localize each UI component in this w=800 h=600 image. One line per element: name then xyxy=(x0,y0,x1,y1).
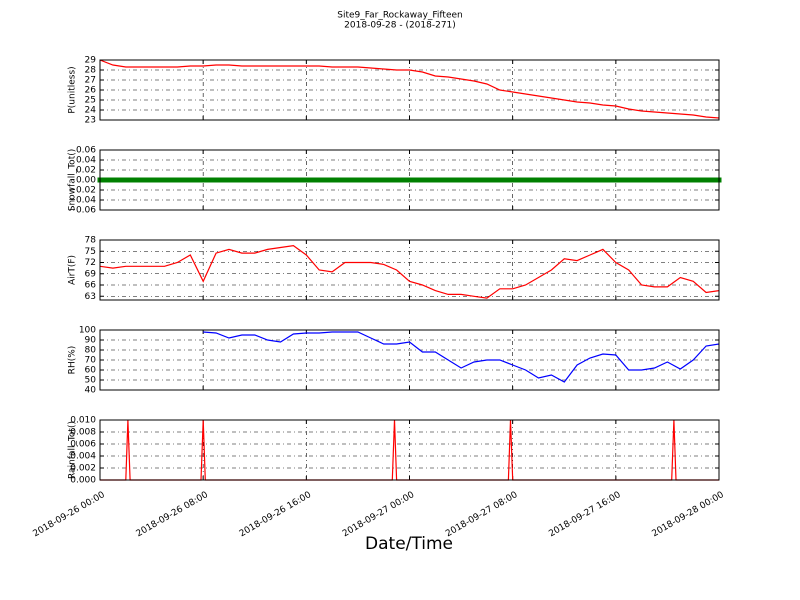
data-point xyxy=(652,177,666,183)
y-tick-label: −0.06 xyxy=(68,206,96,216)
y-tick-label: 0.006 xyxy=(70,440,96,450)
y-tick-label: 50 xyxy=(85,376,97,386)
data-point xyxy=(252,177,267,183)
chart-subtitle: 2018-09-28 - (2018-271) xyxy=(344,21,456,31)
data-point xyxy=(664,177,679,183)
data-point xyxy=(381,177,396,183)
data-point xyxy=(226,177,241,183)
y-axis-label: Rainfall_Tot() xyxy=(68,421,78,479)
data-line xyxy=(100,244,719,299)
y-tick-label: −0.04 xyxy=(68,196,96,206)
data-point xyxy=(136,177,151,183)
data-point xyxy=(123,177,138,183)
y-tick-label: 75 xyxy=(85,247,96,257)
data-point xyxy=(187,177,202,183)
y-tick-label: 26 xyxy=(85,86,97,96)
y-tick-label: 0.06 xyxy=(76,146,96,156)
y-tick-label: 69 xyxy=(85,269,97,279)
data-point xyxy=(432,177,447,183)
x-axis-label: Date/Time xyxy=(365,534,453,554)
data-point xyxy=(510,177,525,183)
data-point xyxy=(445,177,460,183)
data-point xyxy=(239,177,254,183)
axes-frame xyxy=(99,419,720,481)
data-point xyxy=(484,177,499,183)
y-tick-label: 60 xyxy=(85,366,97,376)
y-axis-label: P(unitless) xyxy=(68,66,78,113)
data-point xyxy=(690,177,705,183)
y-tick-label: 28 xyxy=(85,66,97,76)
chart-title: Site9_Far_Rockaway_Fifteen xyxy=(337,11,463,21)
y-axis-label: AirT(F) xyxy=(68,255,78,285)
data-point xyxy=(600,177,615,183)
y-tick-label: 0.002 xyxy=(70,464,96,474)
y-axis-label: Snowfall_Tot() xyxy=(68,149,78,212)
data-point xyxy=(316,177,331,183)
y-tick-label: 0.000 xyxy=(70,476,96,486)
data-point xyxy=(174,177,189,183)
data-point xyxy=(329,177,344,183)
data-point xyxy=(574,177,589,183)
y-tick-label: 27 xyxy=(85,76,96,86)
y-tick-label: 66 xyxy=(85,281,97,291)
data-point xyxy=(677,177,692,183)
y-tick-label: −0.02 xyxy=(68,186,96,196)
data-point xyxy=(213,177,228,183)
data-point xyxy=(548,177,563,183)
y-tick-label: 0.00 xyxy=(76,176,96,186)
data-point xyxy=(639,177,654,183)
y-tick-label: 0.02 xyxy=(76,166,96,176)
y-tick-label: 90 xyxy=(85,336,97,346)
data-point xyxy=(265,177,280,183)
data-point xyxy=(523,177,537,183)
y-tick-label: 63 xyxy=(85,292,96,302)
y-tick-label: 80 xyxy=(85,346,97,356)
data-point xyxy=(458,177,473,183)
axes-frame xyxy=(99,59,720,121)
y-tick-label: 100 xyxy=(79,326,96,336)
data-point xyxy=(535,177,550,183)
y-tick-label: 0.004 xyxy=(70,452,96,462)
y-tick-label: 23 xyxy=(85,116,96,126)
data-line xyxy=(203,331,719,383)
axes-frame xyxy=(99,149,720,211)
axes-frame xyxy=(99,239,720,301)
y-tick-label: 70 xyxy=(85,356,97,366)
data-point xyxy=(161,177,176,183)
data-point xyxy=(419,177,434,183)
data-point xyxy=(200,177,215,183)
data-line xyxy=(100,59,719,119)
data-point xyxy=(368,177,383,183)
data-point xyxy=(587,177,602,183)
y-axis-label: RH(%) xyxy=(68,346,78,375)
data-point xyxy=(471,177,486,183)
data-point xyxy=(613,177,628,183)
y-tick-label: 72 xyxy=(85,258,96,268)
data-point xyxy=(97,177,112,183)
data-point xyxy=(703,177,718,183)
data-point xyxy=(278,177,292,183)
y-tick-label: 29 xyxy=(85,56,97,66)
y-tick-label: 40 xyxy=(85,386,97,396)
data-point xyxy=(110,177,125,183)
y-tick-label: 24 xyxy=(85,106,97,116)
y-tick-label: 0.008 xyxy=(70,428,96,438)
data-point xyxy=(497,177,512,183)
y-tick-label: 0.04 xyxy=(76,156,96,166)
y-tick-label: 78 xyxy=(85,236,97,246)
data-point xyxy=(355,177,370,183)
data-point xyxy=(561,177,576,183)
y-tick-label: 25 xyxy=(85,96,96,106)
y-tick-label: 0.010 xyxy=(70,416,96,426)
data-point xyxy=(394,177,408,183)
data-point xyxy=(290,177,305,183)
data-point xyxy=(149,177,163,183)
data-point xyxy=(407,177,421,183)
axes-frame xyxy=(99,329,720,391)
data-point xyxy=(342,177,357,183)
data-point xyxy=(303,177,318,183)
data-point xyxy=(626,177,641,183)
